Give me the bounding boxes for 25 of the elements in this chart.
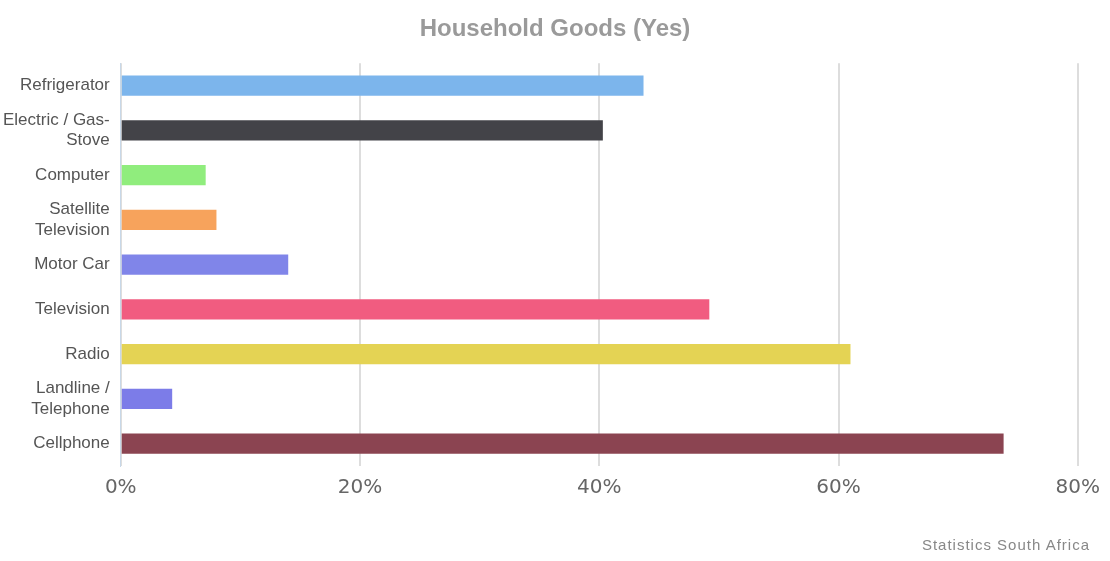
bar [121, 344, 851, 365]
x-tick-label: 20% [337, 474, 383, 499]
x-tick-label: 80% [1055, 474, 1100, 499]
bar [121, 254, 289, 275]
bar [121, 75, 644, 96]
bar [121, 433, 1004, 454]
y-tick-label: Cellphone [33, 433, 110, 453]
y-tick-label: Television [35, 299, 110, 319]
chart-title: Household Goods (Yes) [418, 14, 692, 42]
x-tick-label: 0% [104, 474, 137, 499]
y-tick-label: Radio [65, 343, 110, 363]
y-tick-label: Computer [35, 164, 111, 184]
y-tick-label: Refrigerator [19, 75, 111, 95]
y-tick-label: Motor Car [34, 254, 111, 274]
bar [121, 165, 206, 186]
bar [121, 388, 173, 409]
y-tick-label: Satellite Television [35, 199, 110, 239]
bar [121, 209, 217, 230]
x-tick-label: 40% [577, 474, 622, 499]
y-tick-label: Landline / Telephone [31, 378, 111, 418]
x-tick-label: 60% [816, 474, 861, 499]
bar [121, 299, 710, 320]
bar [121, 120, 603, 141]
text: Statistics South Africa [921, 536, 1090, 553]
y-tick-label: Electric / Gas-Stove [2, 109, 110, 150]
